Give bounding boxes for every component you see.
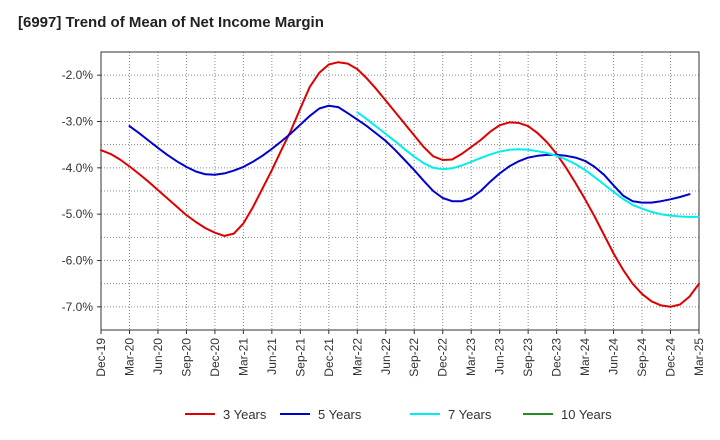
chart-title: [6997] Trend of Mean of Net Income Margi… [18, 14, 324, 31]
x-tick-label: Sep-23 [521, 338, 535, 377]
x-tick-label: Jun-21 [265, 338, 279, 375]
y-tick-label: -3.0% [62, 115, 94, 129]
x-tick-label: Dec-20 [208, 338, 222, 377]
legend-item-10-years: 10 Years [523, 407, 612, 422]
x-tick-label: Mar-25 [692, 338, 706, 376]
legend-label: 3 Years [223, 407, 267, 422]
x-tick-label: Dec-24 [664, 338, 678, 377]
x-tick-label: Mar-22 [350, 338, 364, 376]
x-tick-label: Mar-23 [464, 338, 478, 376]
y-tick-label: -2.0% [62, 68, 94, 82]
legend-item-3-years: 3 Years [185, 407, 267, 422]
series-line-5-years [128, 104, 691, 204]
plot-border [100, 51, 700, 331]
legend-item-7-years: 7 Years [410, 407, 492, 422]
x-tick-label: Mar-20 [122, 338, 136, 376]
x-tick-label: Jun-22 [379, 338, 393, 375]
x-tick-label: Sep-22 [407, 338, 421, 377]
y-tick-label: -4.0% [62, 161, 94, 175]
x-tick-label: Dec-21 [322, 338, 336, 377]
legend-label: 10 Years [561, 407, 612, 422]
x-tick-label: Sep-21 [293, 338, 307, 377]
legend-item-5-years: 5 Years [280, 407, 362, 422]
x-tick-label: Jun-24 [607, 338, 621, 375]
x-tick-label: Jun-23 [493, 338, 507, 375]
y-tick-label: -5.0% [62, 207, 94, 221]
y-tick-label: -7.0% [62, 300, 94, 314]
series-line-7-years [356, 111, 700, 218]
plot-area [101, 52, 699, 330]
x-tick-label: Mar-21 [236, 338, 250, 376]
x-tick-label: Dec-23 [550, 338, 564, 377]
x-tick-label: Jun-20 [151, 338, 165, 375]
series-line-3-years [100, 61, 700, 308]
x-tick-label: Dec-22 [436, 338, 450, 377]
legend-label: 5 Years [318, 407, 362, 422]
x-tick-label: Mar-24 [578, 338, 592, 376]
legend-label: 7 Years [448, 407, 492, 422]
x-tick-label: Sep-20 [179, 338, 193, 377]
x-tick-label: Dec-19 [94, 338, 108, 377]
x-tick-label: Sep-24 [635, 338, 649, 377]
y-tick-label: -6.0% [62, 254, 94, 268]
